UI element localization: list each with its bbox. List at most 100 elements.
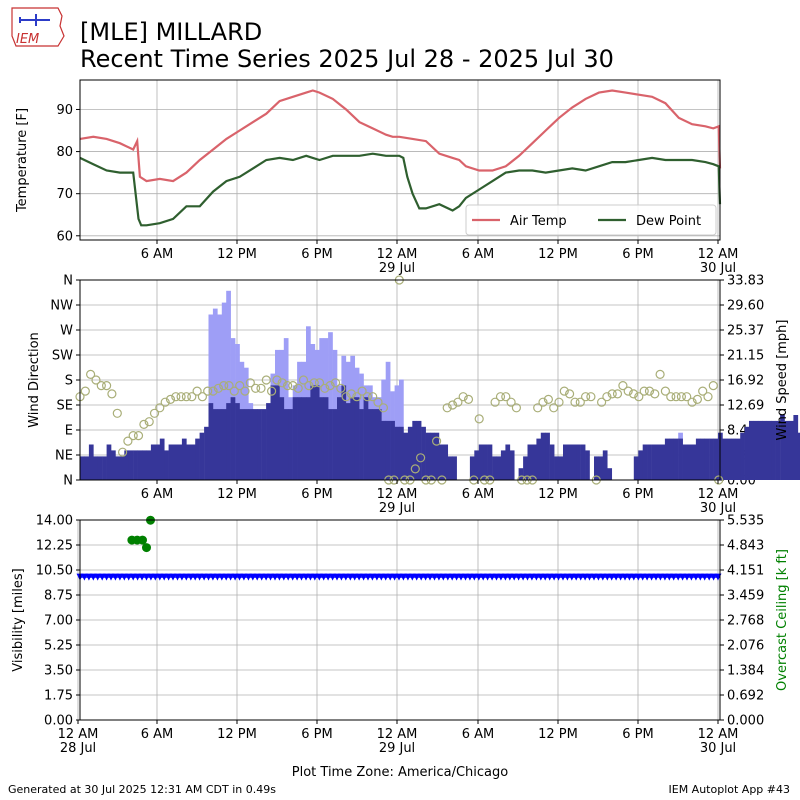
- wind-speed-bar: [363, 397, 369, 480]
- wind-speed-bar: [297, 397, 302, 480]
- wind-speed-bar: [554, 456, 559, 480]
- wind-speed-bar: [700, 438, 706, 480]
- wind-speed-bar: [177, 444, 183, 480]
- wind-speed-bar: [536, 438, 542, 480]
- wind-speed-bar: [780, 415, 785, 480]
- ceiling-tick-label: 4.151: [727, 564, 764, 579]
- wind-speed-bar: [594, 456, 599, 480]
- wind-speed-bar: [204, 426, 209, 480]
- wind-direction-point: [671, 392, 681, 402]
- wind-direction-point: [139, 419, 149, 429]
- wind-speed-bar: [159, 438, 165, 480]
- wind-speed-bar: [345, 403, 351, 480]
- y-tick-label: 90: [56, 103, 73, 118]
- y-tick-label: 70: [56, 187, 73, 202]
- wind-speed-bar: [337, 397, 342, 480]
- wind-direction-point: [410, 464, 420, 474]
- gust-bar: [208, 314, 214, 480]
- wind-speed-bar: [722, 438, 728, 480]
- wind-direction-point: [325, 381, 335, 391]
- visibility-tick-label: 10.50: [36, 564, 73, 579]
- wind-speed-bar: [243, 409, 249, 480]
- wind-direction-point: [698, 386, 708, 396]
- wind-direction-point: [362, 392, 372, 402]
- wind-direction-point: [506, 397, 516, 407]
- wind-direction-point: [596, 397, 607, 407]
- chart-subtitle: Recent Time Series 2025 Jul 28 - 2025 Ju…: [80, 45, 614, 73]
- wind-speed-bar: [80, 456, 85, 480]
- wind-speed-bar: [97, 456, 103, 480]
- gust-bar: [328, 332, 333, 480]
- wind-speed-bar: [292, 397, 298, 480]
- wind-speed-bar: [523, 456, 528, 480]
- wind-speed-bar: [319, 397, 325, 480]
- visibility-panel: 0.00 0.000 1.75 0.692 3.50 1.384 5.25 2.076 7.00…: [11, 514, 790, 781]
- wind-direction-point: [650, 389, 660, 399]
- x-tick-label: 6 AM: [462, 247, 495, 262]
- station-title: [MLE] MILLARD: [80, 18, 263, 46]
- wind-speed-bar: [270, 385, 276, 480]
- wind-speed-bar: [496, 456, 502, 480]
- wind-direction-point: [458, 392, 468, 402]
- wind-speed-bar: [390, 420, 395, 480]
- wind-direction-point: [144, 417, 154, 427]
- wind-speed-bar: [447, 456, 453, 480]
- ceiling-tick-label: 4.843: [727, 539, 764, 554]
- wind-direction-point: [91, 375, 101, 385]
- wind-direction-point: [181, 392, 191, 402]
- x-tick-label: 12 AM: [698, 727, 739, 742]
- wind-direction-point: [219, 381, 229, 391]
- legend-box: [465, 204, 717, 236]
- wind-speed-bar: [133, 450, 138, 480]
- wind-speed-bar: [190, 444, 196, 480]
- wind-speed-bar: [266, 403, 271, 480]
- x-tick-label: 12 PM: [217, 247, 257, 262]
- logo-plane-icon: [19, 14, 50, 26]
- wind-speed-bar: [669, 438, 675, 480]
- wind-direction-point: [463, 394, 474, 404]
- wind-direction-point: [416, 453, 426, 463]
- wind-direction-point: [682, 392, 692, 402]
- wind-direction-point: [336, 383, 346, 393]
- wind-speed-bar: [332, 409, 338, 480]
- wind-direction-point: [623, 386, 633, 396]
- direction-tick-label: SE: [57, 399, 73, 414]
- wind-direction-point: [229, 386, 239, 396]
- wind-speed-bar: [651, 444, 657, 480]
- wind-direction-point: [101, 381, 112, 391]
- wind-direction-point: [171, 392, 181, 402]
- x-tick-label: 6 PM: [622, 487, 653, 502]
- x-tick-label: 12 AM: [377, 247, 418, 262]
- wind-speed-bar: [483, 444, 488, 480]
- wind-speed-bar: [740, 432, 745, 480]
- app-note: IEM Autoplot App #43: [668, 783, 791, 796]
- wind-speed-bar: [359, 409, 364, 480]
- x-tick-date-label: 29 Jul: [379, 261, 415, 276]
- wind-speed-bar: [434, 432, 440, 480]
- wind-speed-bar: [469, 456, 475, 480]
- visibility-tick-label: 14.00: [36, 514, 73, 529]
- wind-speed-bar: [257, 409, 262, 480]
- wind-speed-bar: [124, 450, 130, 480]
- wind-speed-bar: [713, 438, 719, 480]
- wind-speed-bar: [430, 432, 435, 480]
- direction-tick-label: E: [65, 424, 73, 439]
- wind-speed-bar: [239, 409, 245, 480]
- wind-speed-bar: [682, 444, 688, 480]
- wind-speed-bar: [443, 444, 449, 480]
- wind-speed-bar: [385, 420, 391, 480]
- x-tick-date-label: 30 Jul: [700, 261, 736, 276]
- wind-direction-point: [107, 389, 117, 399]
- wind-direction-point: [149, 408, 160, 418]
- wind-speed-bar: [181, 438, 187, 480]
- wind-direction-point: [352, 392, 362, 402]
- wind-speed-bar: [735, 438, 741, 480]
- air-temp-line: [79, 89, 722, 183]
- wind-direction-point: [155, 403, 165, 413]
- y-axis-label: Visibility [miles]: [11, 568, 26, 671]
- wind-direction-point: [612, 389, 623, 399]
- wind-speed-bar: [248, 409, 254, 480]
- dew-point-line: [79, 152, 722, 227]
- x-tick-date-label: 29 Jul: [379, 501, 415, 516]
